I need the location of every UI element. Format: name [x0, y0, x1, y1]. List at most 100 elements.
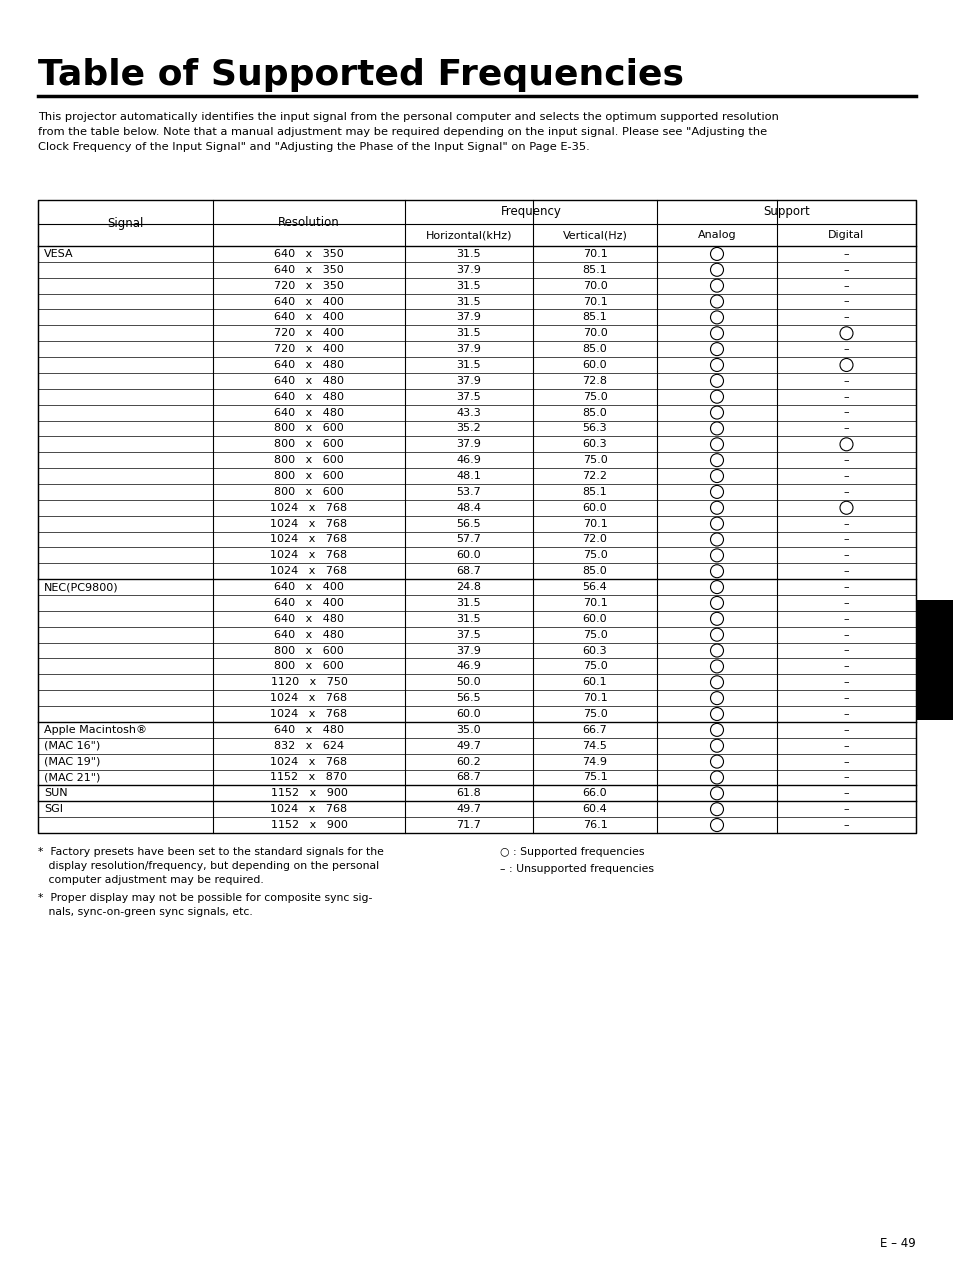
Text: 31.5: 31.5 — [456, 297, 481, 307]
Text: 66.0: 66.0 — [582, 789, 607, 799]
Text: –: – — [842, 804, 848, 814]
Text: Clock Frequency of the Input Signal" and "Adjusting the Phase of the Input Signa: Clock Frequency of the Input Signal" and… — [38, 141, 589, 152]
Text: 720   x   400: 720 x 400 — [274, 329, 344, 339]
Text: Frequency: Frequency — [500, 205, 561, 219]
Text: 49.7: 49.7 — [456, 740, 481, 750]
Text: –: – — [842, 629, 848, 640]
Text: 31.5: 31.5 — [456, 614, 481, 624]
Text: 75.0: 75.0 — [582, 710, 607, 719]
Text: 75.0: 75.0 — [582, 550, 607, 561]
Text: 640   x   480: 640 x 480 — [274, 391, 344, 401]
Text: 60.3: 60.3 — [582, 646, 607, 656]
Text: –: – — [842, 550, 848, 561]
Text: 68.7: 68.7 — [456, 566, 481, 576]
Text: Apple Macintosh®: Apple Macintosh® — [44, 725, 147, 735]
Text: ○ : Supported frequencies: ○ : Supported frequencies — [499, 847, 644, 857]
Text: 60.0: 60.0 — [582, 361, 607, 369]
Text: –: – — [842, 344, 848, 354]
Text: –: – — [842, 471, 848, 482]
Text: 1024   x   768: 1024 x 768 — [270, 804, 347, 814]
Text: 1024   x   768: 1024 x 768 — [270, 535, 347, 544]
Text: 1024   x   768: 1024 x 768 — [270, 519, 347, 529]
Text: 720   x   350: 720 x 350 — [274, 280, 344, 290]
Text: –: – — [842, 740, 848, 750]
Text: Digital: Digital — [827, 231, 863, 240]
Text: 70.1: 70.1 — [582, 297, 607, 307]
Text: 70.1: 70.1 — [582, 598, 607, 608]
Text: 1024   x   768: 1024 x 768 — [270, 566, 347, 576]
Text: 1024   x   768: 1024 x 768 — [270, 693, 347, 703]
Text: 68.7: 68.7 — [456, 772, 481, 782]
Text: 56.3: 56.3 — [582, 423, 607, 433]
Text: –: – — [842, 772, 848, 782]
Text: 75.1: 75.1 — [582, 772, 607, 782]
Text: 800   x   600: 800 x 600 — [274, 440, 343, 450]
Text: –: – — [842, 757, 848, 767]
Text: (MAC 19"): (MAC 19") — [44, 757, 100, 767]
Text: 31.5: 31.5 — [456, 598, 481, 608]
Text: 800   x   600: 800 x 600 — [274, 661, 343, 671]
Bar — [915, 600, 953, 720]
Text: 640   x   480: 640 x 480 — [274, 725, 344, 735]
Text: SUN: SUN — [44, 789, 68, 799]
Text: 800   x   600: 800 x 600 — [274, 646, 343, 656]
Text: Signal: Signal — [107, 217, 144, 229]
Text: –: – — [842, 789, 848, 799]
Text: 37.5: 37.5 — [456, 629, 481, 640]
Text: 75.0: 75.0 — [582, 629, 607, 640]
Text: 1152   x   900: 1152 x 900 — [271, 820, 347, 831]
Text: 60.0: 60.0 — [582, 614, 607, 624]
Text: 37.9: 37.9 — [456, 376, 481, 386]
Text: 1024   x   768: 1024 x 768 — [270, 757, 347, 767]
Text: 1152   x   870: 1152 x 870 — [271, 772, 347, 782]
Text: –: – — [842, 566, 848, 576]
Text: E – 49: E – 49 — [880, 1237, 915, 1250]
Text: –: – — [842, 265, 848, 275]
Text: –: – — [842, 710, 848, 719]
Text: 35.2: 35.2 — [456, 423, 481, 433]
Text: 70.0: 70.0 — [582, 329, 607, 339]
Text: (MAC 16"): (MAC 16") — [44, 740, 100, 750]
Text: 76.1: 76.1 — [582, 820, 607, 831]
Text: –: – — [842, 693, 848, 703]
Text: 85.1: 85.1 — [582, 487, 607, 497]
Text: 60.1: 60.1 — [582, 678, 607, 687]
Text: 72.8: 72.8 — [582, 376, 607, 386]
Text: 48.1: 48.1 — [456, 471, 481, 482]
Text: –: – — [842, 408, 848, 418]
Text: This projector automatically identifies the input signal from the personal compu: This projector automatically identifies … — [38, 112, 778, 122]
Text: –: – — [842, 297, 848, 307]
Text: 50.0: 50.0 — [456, 678, 481, 687]
Text: 75.0: 75.0 — [582, 455, 607, 465]
Text: 1152   x   900: 1152 x 900 — [271, 789, 347, 799]
Text: (MAC 21"): (MAC 21") — [44, 772, 100, 782]
Text: 640   x   400: 640 x 400 — [274, 297, 344, 307]
Text: 57.7: 57.7 — [456, 535, 481, 544]
Text: 71.7: 71.7 — [456, 820, 481, 831]
Text: 85.1: 85.1 — [582, 312, 607, 322]
Text: 53.7: 53.7 — [456, 487, 481, 497]
Text: nals, sync-on-green sync signals, etc.: nals, sync-on-green sync signals, etc. — [38, 907, 253, 917]
Text: SGI: SGI — [44, 804, 63, 814]
Text: Vertical(Hz): Vertical(Hz) — [562, 231, 627, 240]
Text: 37.9: 37.9 — [456, 344, 481, 354]
Text: 56.4: 56.4 — [582, 582, 607, 592]
Text: 1024   x   768: 1024 x 768 — [270, 550, 347, 561]
Text: –: – — [842, 661, 848, 671]
Text: 720   x   400: 720 x 400 — [274, 344, 344, 354]
Text: 60.4: 60.4 — [582, 804, 607, 814]
Text: 61.8: 61.8 — [456, 789, 481, 799]
Text: 800   x   600: 800 x 600 — [274, 455, 343, 465]
Text: 70.0: 70.0 — [582, 280, 607, 290]
Text: 640   x   350: 640 x 350 — [274, 248, 343, 259]
Text: 640   x   350: 640 x 350 — [274, 265, 343, 275]
Text: 832   x   624: 832 x 624 — [274, 740, 344, 750]
Text: 66.7: 66.7 — [582, 725, 607, 735]
Text: 60.3: 60.3 — [582, 440, 607, 450]
Text: 640   x   400: 640 x 400 — [274, 582, 344, 592]
Text: 640   x   400: 640 x 400 — [274, 598, 344, 608]
Text: –: – — [842, 312, 848, 322]
Text: 49.7: 49.7 — [456, 804, 481, 814]
Text: –: – — [842, 535, 848, 544]
Text: 37.9: 37.9 — [456, 312, 481, 322]
